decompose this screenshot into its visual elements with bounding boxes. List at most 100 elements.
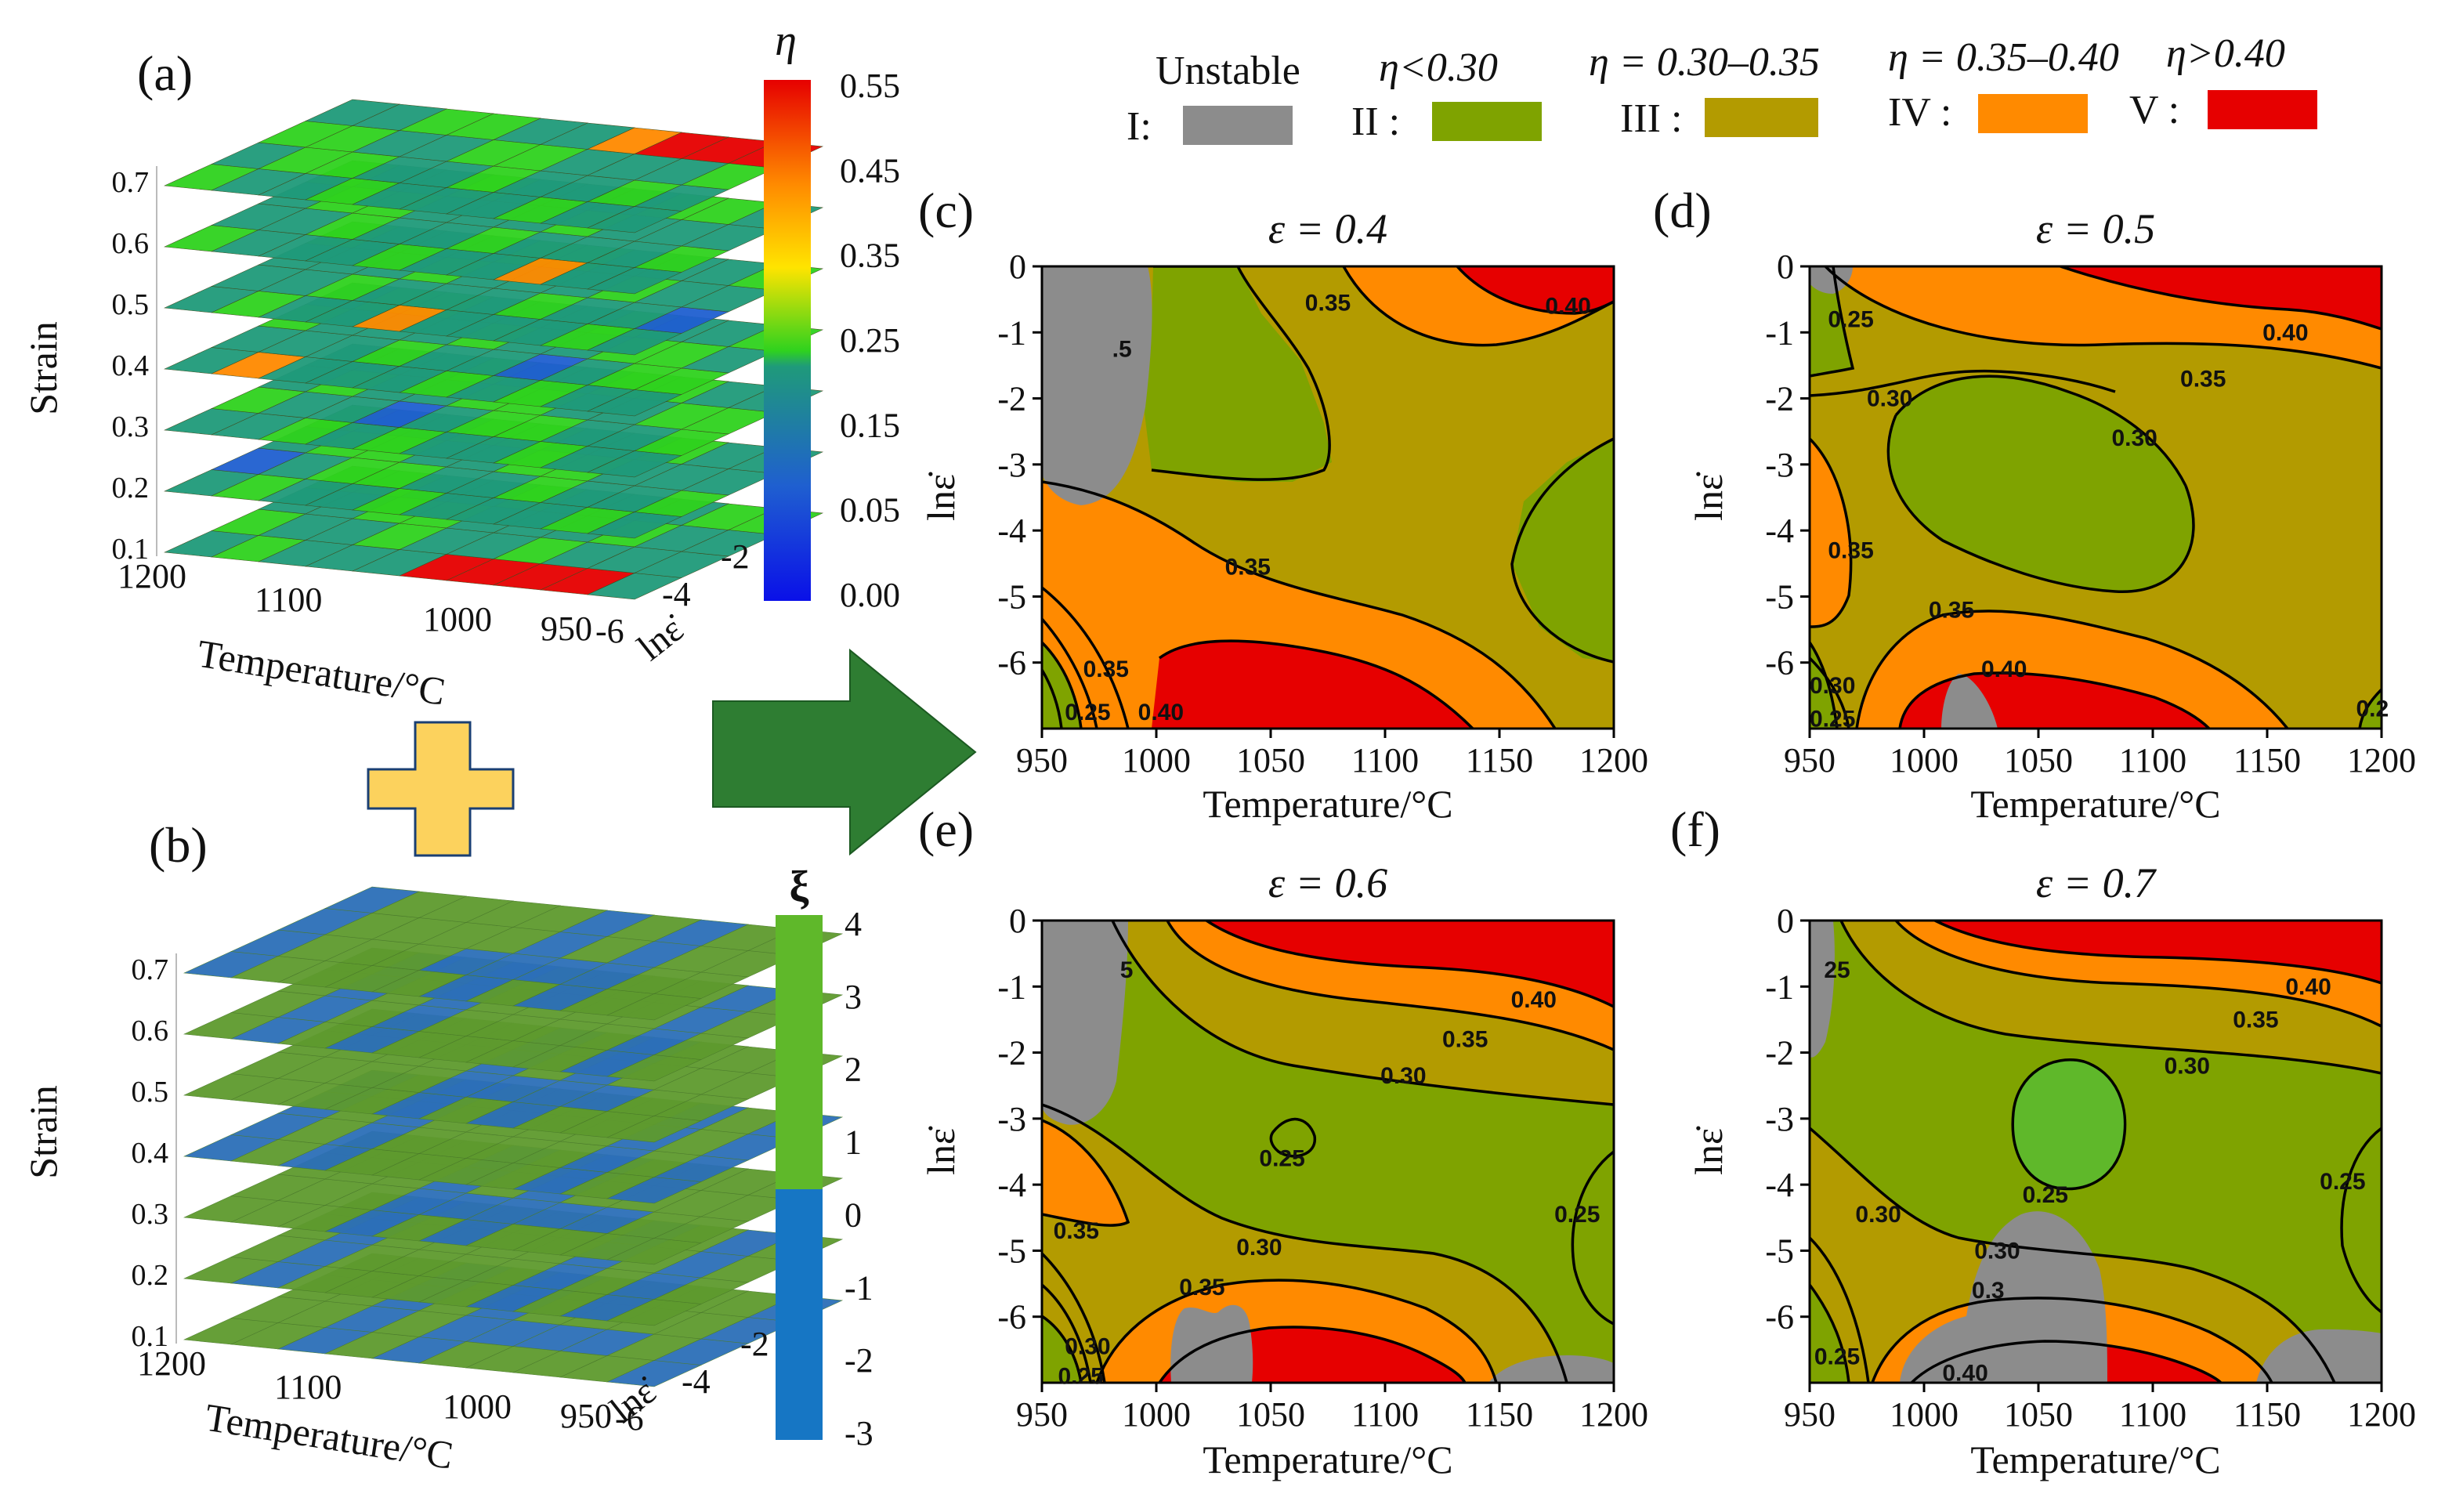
- contour-region-green: [1810, 1285, 1849, 1383]
- contour-label: 0.30: [1380, 1063, 1426, 1089]
- arrow-icon: [712, 648, 977, 856]
- panel-b-label: (b): [149, 817, 208, 873]
- contour-label: .5: [1112, 336, 1132, 362]
- panel-f-contour-lines: [1810, 921, 2382, 1383]
- y-tick-label: -2: [997, 1034, 1026, 1073]
- strain-tick-label: 0.1: [112, 533, 150, 566]
- panel-a-label: (a): [137, 45, 193, 101]
- y-tick-label: 0: [1777, 248, 1794, 286]
- x-tick-label: 1050: [1236, 741, 1305, 780]
- colorbar-tick-label: -3: [845, 1414, 873, 1452]
- y-tick-label: -5: [997, 1232, 1026, 1270]
- contour-region-gray: [1170, 1304, 1253, 1383]
- y-tick-label: 0: [1777, 902, 1794, 940]
- panel-f-contour-regions: [1810, 921, 2382, 1383]
- contour-region-gray: [1941, 674, 1998, 729]
- panel-f-contour-labels: 25 0.40 0.35 0.30 0.25 0.25 0.30 0.30 0.3 0.25 0.4…: [1814, 957, 2366, 1386]
- y-tick-label: -3: [1765, 446, 1794, 484]
- panel-c-axes: 950 1000 1050 1100 1150 1200 0 -1 -2 -3 -4 -5 -6: [997, 248, 1648, 780]
- colorbar-tick-label: 4: [845, 905, 862, 943]
- x-tick-label: 1150: [1466, 741, 1533, 780]
- strain-tick-label: 0.4: [112, 349, 150, 382]
- x-tick-label: 1050: [2004, 1395, 2073, 1434]
- panel-d-contour-labels: 0.25 0.40 0.35 0.30 0.30 0.35 0.35 0.40 0.30 0.25…: [1810, 306, 2389, 732]
- y-tick-label: 0: [1009, 248, 1026, 286]
- contour-region-red: [1935, 921, 2382, 983]
- contour-label: 0.30: [1810, 673, 1855, 699]
- contour-label: 0.40: [1511, 987, 1557, 1013]
- contour-region-gray: [1042, 266, 1152, 505]
- legend-range-4: η>0.40: [2166, 31, 2285, 76]
- panel-c-contour-lines: [1042, 266, 1614, 729]
- legend-range-3: η = 0.35–0.40: [1888, 35, 2119, 80]
- y-tick-label: -5: [1765, 1232, 1794, 1270]
- contour-label: 0.40: [2262, 320, 2308, 345]
- legend-domain-1-label: I:: [1127, 104, 1152, 149]
- y-tick-label: -2: [997, 380, 1026, 418]
- legend-domain-3-label: III :: [1620, 96, 1682, 141]
- strain-tick-label: 0.1: [132, 1320, 169, 1353]
- y-tick-label: -4: [997, 512, 1026, 550]
- panel-e-xlabel: Temperature/°C: [1203, 1438, 1452, 1481]
- contour-label: 0.25: [1828, 306, 1873, 332]
- y-tick-label: -3: [997, 446, 1026, 484]
- strain-tick-label: 0.3: [112, 411, 150, 443]
- y-tick-label: -1: [1765, 313, 1794, 352]
- panel-e-title: ε = 0.6: [1268, 859, 1387, 906]
- contour-region-green: [1144, 266, 1332, 482]
- xi-colorbar-ticks: 4 3 2 1 0 -1 -2 -3: [845, 905, 873, 1452]
- panel-d-xlabel: Temperature/°C: [1970, 782, 2220, 826]
- contour-label: 0.30: [2165, 1053, 2210, 1079]
- x-tick-label: 950: [1784, 1395, 1836, 1434]
- y-tick-label: -4: [1765, 1166, 1794, 1204]
- contour-label: 0.35: [1305, 290, 1351, 316]
- legend-domain-4-swatch: [1978, 94, 2088, 133]
- legend-domain-5-label: V :: [2129, 88, 2179, 132]
- panel-a-depth-label: lnε̇: [630, 607, 693, 669]
- y-tick-label: -5: [1765, 577, 1794, 616]
- panel-d-frame: [1808, 265, 2383, 730]
- x-tick-label: 1000: [1890, 1395, 1959, 1434]
- legend-domain-2-swatch: [1432, 102, 1542, 141]
- contour-region-green: [1810, 266, 1853, 376]
- contour-label: 0.35: [2233, 1007, 2278, 1033]
- contour-label: 0.30: [1974, 1238, 2020, 1264]
- x-tick-label: 1100: [2119, 741, 2186, 780]
- xi-colorbar-negative: [776, 1189, 823, 1440]
- legend-domain-2-label: II :: [1351, 99, 1400, 144]
- panel-f-label: (f): [1670, 801, 1720, 857]
- plus-icon: [367, 721, 515, 857]
- x-tick-label: 1050: [1236, 1395, 1305, 1434]
- eta-colorbar: [764, 80, 811, 601]
- temperature-tick-label: 1200: [118, 557, 186, 595]
- contour-region-green: [1888, 376, 2194, 592]
- strain-tick-label: 0.3: [132, 1198, 169, 1231]
- x-tick-label: 1200: [1579, 741, 1648, 780]
- contour-label: 0.3: [1972, 1278, 2005, 1304]
- x-tick-label: 950: [1016, 741, 1068, 780]
- strain-tick-label: 0.6: [112, 227, 150, 260]
- contour-label: 0.30: [2111, 425, 2157, 451]
- panel-c-title: ε = 0.4: [1268, 205, 1387, 252]
- contour-label: 0.35: [1828, 537, 1873, 563]
- contour-label: 0.35: [1054, 1218, 1099, 1244]
- contour-label: 0.25: [2320, 1169, 2365, 1195]
- panel-d-ylabel: lnε̇: [1687, 472, 1731, 521]
- panel-f-ylabel: lnε̇: [1687, 1126, 1731, 1175]
- panel-d: (d) ε = 0.5: [1653, 183, 2416, 826]
- contour-region-red: [1457, 266, 1614, 313]
- contour-region-green: [1042, 1316, 1081, 1383]
- y-tick-label: -3: [997, 1100, 1026, 1138]
- y-tick-label: -6: [997, 644, 1026, 682]
- panel-c: (c) ε = 0.4 950 1000 1050 1100 1150 120: [918, 183, 1648, 826]
- strain-rate-tick-label: -4: [682, 1362, 711, 1401]
- strain-rate-tick-label: -6: [595, 612, 624, 650]
- legend-range-2: η = 0.30–0.35: [1589, 40, 1820, 85]
- x-tick-label: 1100: [1351, 741, 1419, 780]
- panel-b-layers: [183, 886, 844, 1387]
- panel-d-title: ε = 0.5: [2036, 205, 2155, 252]
- x-tick-label: 950: [1016, 1395, 1068, 1434]
- panel-b-colorbar-title: ξ: [790, 863, 809, 911]
